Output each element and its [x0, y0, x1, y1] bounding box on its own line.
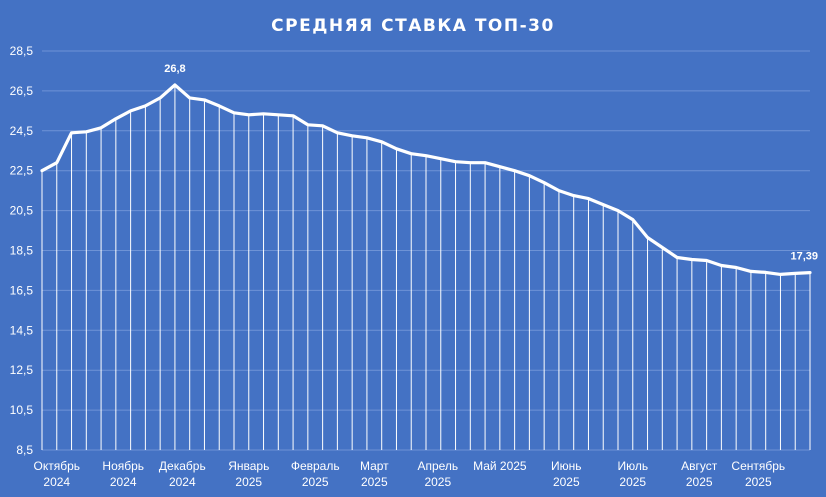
x-tick-label-year: 2025 [745, 475, 772, 489]
x-tick-label-year: 2025 [235, 475, 262, 489]
y-tick-label: 16,5 [10, 283, 34, 297]
y-tick-label: 8,5 [16, 443, 33, 457]
data-label: 26,8 [164, 63, 185, 75]
x-tick-label-year: 2025 [686, 475, 713, 489]
data-labels: 26,8 17,39 [164, 63, 818, 263]
series-line [40, 83, 812, 276]
chart-title: СРЕДНЯЯ СТАВКА ТОП-30 [271, 16, 555, 36]
y-tick-label: 22,5 [10, 164, 34, 178]
x-tick-label: Октябрь [34, 459, 81, 473]
x-tick-label-year: 2024 [110, 475, 137, 489]
x-tick-label-year: 2024 [43, 475, 70, 489]
series-layer [40, 83, 812, 276]
y-tick-label: 28,5 [10, 44, 34, 58]
x-tick-label: Август [681, 459, 718, 473]
x-tick-label: Декабрь [159, 459, 206, 473]
x-tick-label-year: 2025 [302, 475, 329, 489]
y-axis: 8,5 10,5 12,5 14,5 16,5 18,5 20,5 22,5 24,5 26,5 2… [10, 44, 34, 457]
x-axis: Октябрь 2024 Ноябрь 2024 Декабрь 2024 Январь 20… [34, 459, 786, 489]
x-tick-label-year: 2025 [424, 475, 451, 489]
x-tick-label: Июль [617, 459, 648, 473]
data-label: 17,39 [790, 251, 818, 263]
x-tick-label: Май 2025 [473, 459, 527, 473]
y-tick-label: 12,5 [10, 363, 34, 377]
x-tick-label-year: 2024 [169, 475, 196, 489]
y-tick-label: 26,5 [10, 84, 34, 98]
drop-lines [41, 84, 811, 450]
x-tick-label: Сентябрь [731, 459, 785, 473]
x-tick-label-year: 2025 [553, 475, 580, 489]
y-tick-label: 24,5 [10, 124, 34, 138]
x-tick-label: Апрель [417, 459, 458, 473]
y-tick-label: 10,5 [10, 403, 34, 417]
x-tick-label-year: 2025 [361, 475, 388, 489]
y-tick-label: 20,5 [10, 204, 34, 218]
y-tick-label: 14,5 [10, 323, 34, 337]
x-tick-label: Март [360, 459, 389, 473]
x-tick-label: Июнь [551, 459, 582, 473]
x-tick-label-year: 2025 [619, 475, 646, 489]
x-tick-label: Февраль [291, 459, 340, 473]
y-tick-label: 18,5 [10, 244, 34, 258]
x-tick-label: Ноябрь [102, 459, 144, 473]
x-tick-label: Январь [228, 459, 269, 473]
